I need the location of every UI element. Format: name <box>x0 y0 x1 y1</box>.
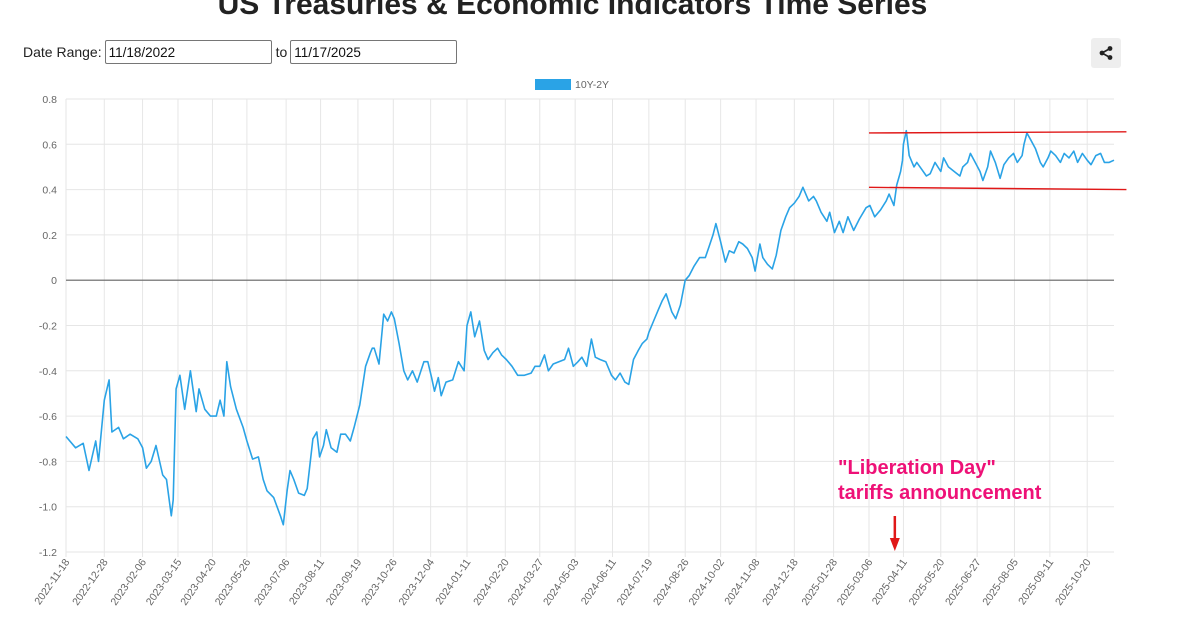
y-tick-label: -0.2 <box>39 321 57 333</box>
legend-swatch-10y-2y <box>535 79 571 90</box>
x-tick-label: 2024-07-19 <box>615 557 656 608</box>
y-axis-ticks: 0.8 0.6 0.4 0.2 0 -0.2 -0.4 -0.6 -0.8 -1.0 -1.2 <box>39 94 57 559</box>
y-tick-label: 0 <box>51 275 57 287</box>
annotation-line-2: tariffs announcement <box>838 482 1042 504</box>
x-tick-label: 2022-12-28 <box>70 557 111 608</box>
chart-grid <box>65 98 1114 557</box>
x-tick-label: 2025-04-11 <box>870 557 910 607</box>
share-icon <box>1099 46 1113 60</box>
y-tick-label: -1.0 <box>39 502 57 514</box>
x-tick-label: 2025-06-27 <box>943 557 984 608</box>
x-tick-label: 2025-10-20 <box>1053 557 1094 608</box>
x-tick-label: 2024-01-11 <box>433 557 473 607</box>
y-tick-label: -0.4 <box>39 366 57 378</box>
y-tick-label: 0.8 <box>42 94 57 106</box>
x-tick-label: 2025-08-05 <box>980 557 1021 608</box>
arrow-head <box>889 538 900 551</box>
x-tick-label: 2023-08-11 <box>287 557 327 607</box>
x-tick-label: 2024-10-02 <box>686 557 727 608</box>
channel-lower-line <box>868 186 1127 191</box>
x-tick-label: 2025-05-20 <box>907 557 948 608</box>
x-tick-label: 2023-09-19 <box>324 557 365 608</box>
date-range-label: Date Range: <box>23 44 102 60</box>
series-line-10y-2y <box>65 129 1115 526</box>
x-tick-label: 2024-03-27 <box>506 557 547 608</box>
y-tick-label: 0.4 <box>42 185 57 197</box>
x-tick-label: 2023-12-04 <box>396 557 437 608</box>
share-button[interactable] <box>1091 38 1121 68</box>
date-range-controls: Date Range: to <box>23 39 461 65</box>
start-date-input[interactable] <box>104 40 272 64</box>
y-tick-label: -0.8 <box>39 456 57 468</box>
y-tick-label: 0.2 <box>42 230 57 242</box>
x-tick-label: 2024-11-08 <box>722 557 762 607</box>
page-title: US Treasuries & Economic Indicators Time… <box>217 0 928 21</box>
x-tick-label: 2024-12-18 <box>760 557 801 608</box>
annotation-arrow <box>889 516 900 551</box>
annotation-line-1: "Liberation Day" <box>838 457 996 479</box>
x-tick-label: 2025-01-28 <box>799 557 840 608</box>
x-tick-label: 2023-05-26 <box>213 557 254 608</box>
x-tick-label: 2024-06-11 <box>579 557 619 607</box>
end-date-input[interactable] <box>290 40 458 64</box>
x-axis-ticks: 2022-11-182022-12-282023-02-062023-03-15… <box>32 557 1093 608</box>
x-tick-label: 2024-05-03 <box>541 557 582 608</box>
to-label: to <box>275 44 288 60</box>
legend[interactable]: 10Y-2Y <box>535 79 609 91</box>
y-tick-label: -0.6 <box>39 411 57 423</box>
legend-label-10y-2y: 10Y-2Y <box>575 79 609 91</box>
channel-upper-line <box>868 131 1127 134</box>
x-tick-label: 2023-02-06 <box>108 557 149 608</box>
y-tick-label: -1.2 <box>39 547 57 559</box>
x-tick-label: 2023-10-26 <box>359 557 400 608</box>
x-tick-label: 2025-09-11 <box>1016 557 1056 607</box>
x-tick-label: 2024-08-26 <box>651 557 692 608</box>
y-tick-label: 0.6 <box>42 139 57 151</box>
x-tick-label: 2022-11-18 <box>32 557 72 607</box>
